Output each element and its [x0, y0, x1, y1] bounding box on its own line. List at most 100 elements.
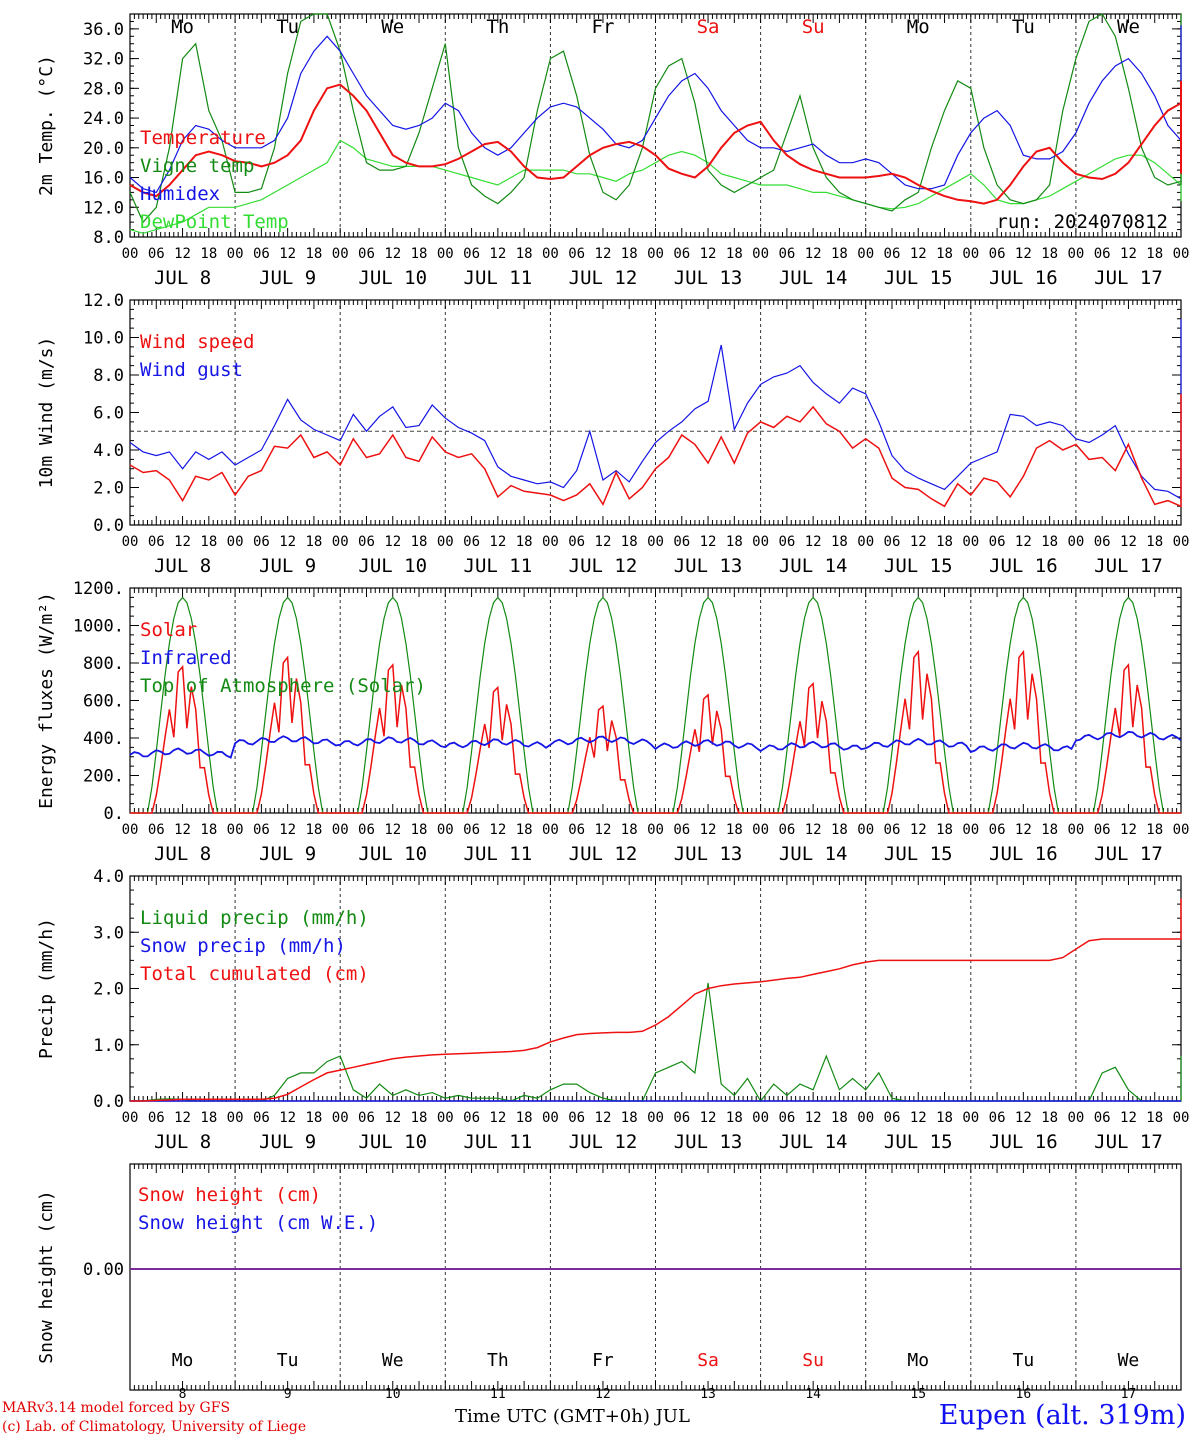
y-tick-label: 4.0 — [93, 441, 124, 461]
x-hour-label: 12 — [910, 534, 927, 550]
x-date-label: JUL 15 — [884, 1131, 953, 1153]
x-hour-label: 00 — [437, 1110, 454, 1126]
x-hour-label: 18 — [516, 822, 533, 838]
day-name: Mo — [172, 1350, 194, 1371]
x-hour-label: 12 — [910, 1110, 927, 1126]
x-hour-label: 00 — [752, 1110, 769, 1126]
x-hour-label: 18 — [200, 246, 217, 262]
x-hour-label: 18 — [726, 822, 743, 838]
x-hour-label: 18 — [936, 246, 953, 262]
y-tick-label: 2.0 — [93, 980, 124, 1000]
x-hour-label: 12 — [1015, 1110, 1032, 1126]
y-axis-label: Precip (mm/h) — [36, 918, 57, 1059]
x-hour-label: 18 — [1041, 1110, 1058, 1126]
x-date-label: JUL 16 — [989, 555, 1058, 577]
legend-entry: DewPoint Temp — [140, 211, 289, 233]
x-hour-label: 18 — [831, 534, 848, 550]
day-number: 8 — [179, 1387, 187, 1402]
x-hour-label: 06 — [148, 246, 165, 262]
x-hour-label: 06 — [253, 534, 270, 550]
day-number: 17 — [1121, 1387, 1137, 1402]
day-name: Tu — [276, 16, 299, 38]
y-tick-label: 600. — [83, 692, 124, 712]
y-tick-label: 800. — [83, 654, 124, 674]
x-hour-label: 12 — [279, 534, 296, 550]
y-tick-label: 0.0 — [93, 1092, 124, 1112]
x-hour-label: 00 — [857, 1110, 874, 1126]
day-number: 12 — [595, 1387, 611, 1402]
x-date-label: JUL 12 — [569, 555, 638, 577]
x-hour-label: 00 — [647, 534, 664, 550]
y-tick-label: 4.0 — [93, 867, 124, 887]
x-hour-label: 06 — [253, 822, 270, 838]
x-hour-label: 00 — [437, 822, 454, 838]
x-hour-label: 00 — [122, 822, 139, 838]
x-hour-label: 18 — [726, 246, 743, 262]
x-hour-label: 00 — [647, 822, 664, 838]
x-hour-label: 06 — [989, 246, 1006, 262]
credit-line: MARv3.14 model forced by GFS — [2, 1400, 231, 1416]
x-hour-label: 12 — [805, 822, 822, 838]
x-hour-label: 18 — [411, 534, 428, 550]
panel-5: Snow height (cm) Mo 8 Tu 9 We 10 Th 11 Fr 12 Sa 13 Su… — [36, 1163, 1182, 1402]
station-label: Eupen (alt. 319m) — [938, 1400, 1186, 1431]
legend-entry: Snow precip (mm/h) — [140, 935, 346, 957]
x-hour-label: 00 — [227, 534, 244, 550]
x-hour-label: 06 — [463, 534, 480, 550]
x-hour-label: 00 — [332, 1110, 349, 1126]
x-hour-label: 18 — [726, 534, 743, 550]
y-axis-label: Energy fluxes (W/m²) — [36, 592, 57, 809]
x-date-label: JUL 11 — [464, 267, 533, 289]
x-hour-label: 12 — [384, 246, 401, 262]
x-date-label: JUL 15 — [884, 555, 953, 577]
x-hour-label: 00 — [647, 1110, 664, 1126]
legend-entry: Total cumulated (cm) — [140, 963, 369, 985]
x-hour-label: 12 — [910, 246, 927, 262]
day-name: Mo — [907, 1350, 929, 1371]
x-hour-label: 00 — [752, 246, 769, 262]
x-hour-label: 06 — [148, 1110, 165, 1126]
x-hour-label: 12 — [595, 822, 612, 838]
panel-4: Precip (mm/h) 0.0 1.0 2.0 3.0 4.0 00 06 12 18 JUL … — [36, 867, 1189, 1153]
x-date-label: JUL 10 — [358, 1131, 427, 1153]
x-hour-label: 06 — [884, 246, 901, 262]
x-date-label: JUL 14 — [779, 1131, 848, 1153]
legend-entry: Temperature — [140, 127, 266, 149]
x-date-label: JUL 9 — [259, 843, 316, 865]
x-date-label: JUL 10 — [358, 267, 427, 289]
x-hour-label: 06 — [673, 822, 690, 838]
panel-3: Energy fluxes (W/m²) 0. 200. 400. 600. 800. 10… — [36, 579, 1189, 865]
x-hour-label: 18 — [621, 534, 638, 550]
series-line-liquid-precip-mm-h- — [130, 982, 1182, 1103]
x-hour-label: 06 — [989, 534, 1006, 550]
x-hour-label: 06 — [989, 822, 1006, 838]
y-tick-label: 2.0 — [93, 479, 124, 499]
x-hour-label: 06 — [568, 822, 585, 838]
day-name: We — [1118, 1350, 1140, 1371]
x-hour-label: 12 — [174, 534, 191, 550]
x-hour-label: 12 — [174, 1110, 191, 1126]
x-hour-label: 06 — [358, 534, 375, 550]
x-date-label: JUL 8 — [154, 1131, 211, 1153]
x-hour-label: 12 — [489, 246, 506, 262]
x-date-label: JUL 13 — [674, 555, 743, 577]
y-tick-label: 0.0 — [93, 516, 124, 536]
y-tick-label: 3.0 — [93, 923, 124, 943]
x-hour-label: 18 — [621, 822, 638, 838]
x-hour-label: 18 — [516, 246, 533, 262]
x-hour-label: 12 — [1120, 246, 1137, 262]
x-hour-label: 06 — [884, 822, 901, 838]
panel-1: 2m Temp. (°C) 8.0 12.0 16.0 20.0 24.0 28.0 32.0… — [36, 13, 1189, 289]
y-tick-label: 8.0 — [93, 366, 124, 386]
x-date-label: JUL 13 — [674, 1131, 743, 1153]
legend-entry: Wind gust — [140, 359, 243, 381]
x-date-label: JUL 14 — [779, 555, 848, 577]
legend-entry: Wind speed — [140, 331, 254, 353]
x-hour-label: 00 — [1067, 822, 1084, 838]
x-date-label: JUL 9 — [259, 1131, 316, 1153]
x-hour-label: 00 — [542, 1110, 559, 1126]
x-hour-label: 18 — [411, 246, 428, 262]
x-hour-label: 00 — [1067, 534, 1084, 550]
day-name: We — [382, 1350, 404, 1371]
x-hour-label: 00 — [122, 1110, 139, 1126]
